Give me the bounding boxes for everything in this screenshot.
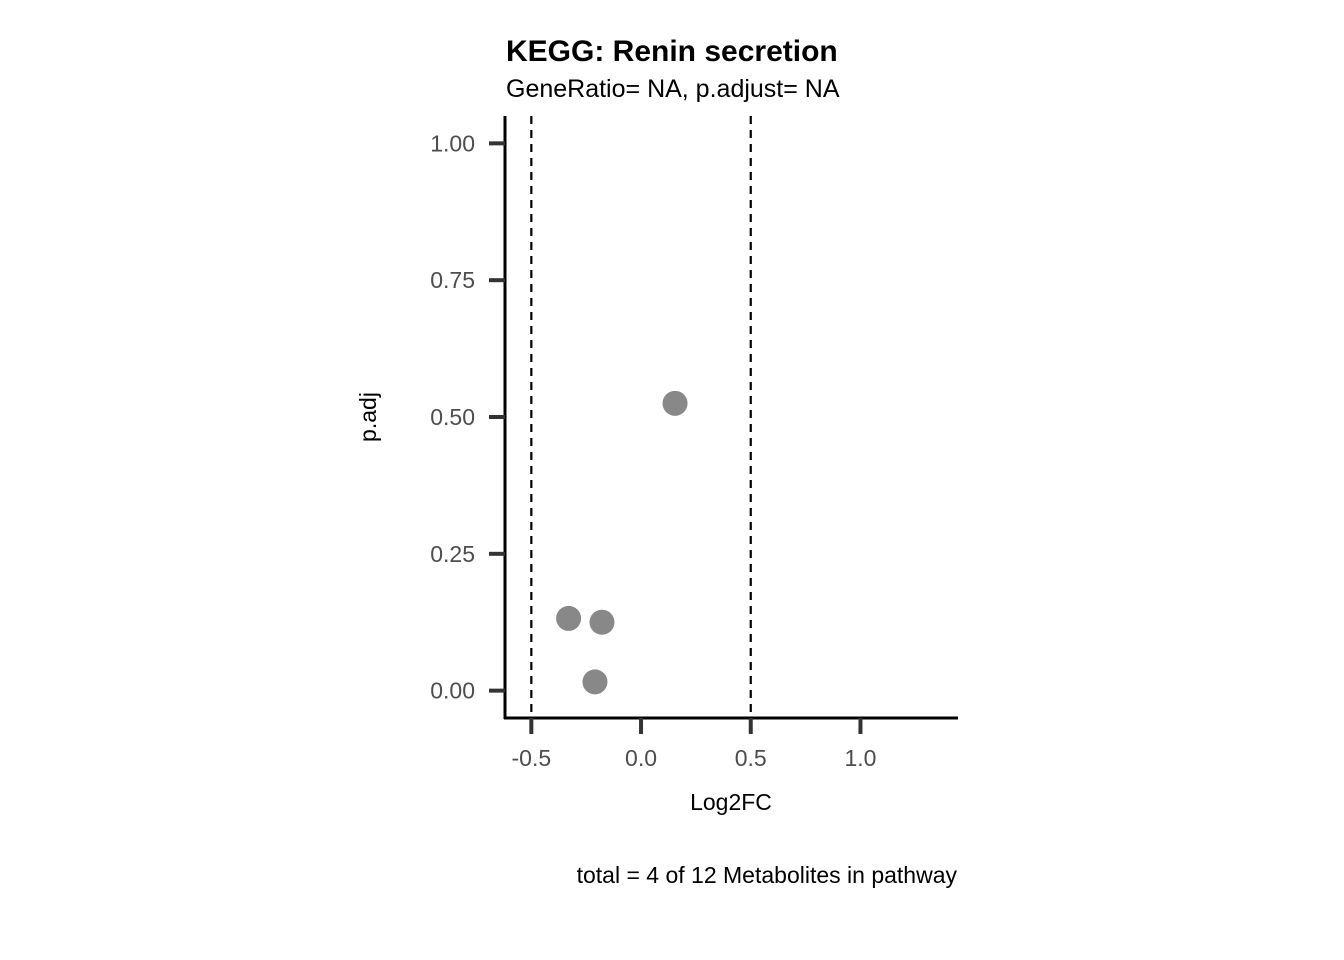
chart-caption: total = 4 of 12 Metabolites in pathway	[577, 862, 958, 888]
x-tick-label-0: -0.5	[512, 745, 552, 771]
y-tick-label-4: 1.00	[430, 130, 475, 156]
data-point-2	[589, 609, 615, 635]
data-point-0	[662, 390, 688, 416]
y-axis-title: p.adj	[355, 392, 381, 442]
data-point-3	[582, 669, 608, 695]
y-tick-label-1: 0.25	[430, 541, 475, 567]
x-tick-label-2: 0.5	[735, 745, 767, 771]
x-axis-title: Log2FC	[690, 789, 772, 815]
y-tick-label-0: 0.00	[430, 678, 475, 704]
chart-subtitle: GeneRatio= NA, p.adjust= NA	[506, 75, 840, 103]
x-tick-label-3: 1.0	[844, 745, 876, 771]
threshold-lines	[530, 116, 752, 718]
chart-title: KEGG: Renin secretion	[506, 35, 838, 68]
x-tick-label-1: 0.0	[625, 745, 657, 771]
y-axis-ticks: 0.00 0.25 0.50 0.75 1.00	[430, 130, 505, 704]
y-tick-label-2: 0.50	[430, 404, 475, 430]
data-points	[556, 390, 688, 695]
data-point-1	[556, 605, 582, 631]
y-tick-label-3: 0.75	[430, 267, 475, 293]
x-axis-ticks: -0.5 0.0 0.5 1.0	[512, 718, 876, 771]
